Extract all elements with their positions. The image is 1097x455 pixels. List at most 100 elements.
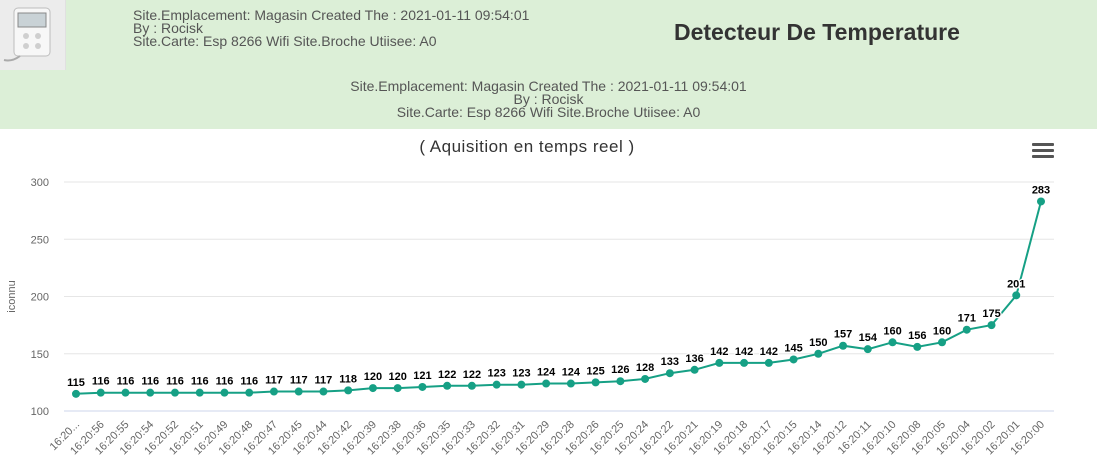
data-label: 124: [562, 367, 581, 379]
data-label: 171: [958, 313, 976, 325]
line-chart: 100150200250300iconnu16:20...16:20:5616:…: [6, 177, 1054, 455]
data-point: [839, 341, 848, 350]
data-label: 175: [982, 308, 1000, 320]
data-label: 116: [216, 376, 234, 388]
data-point: [418, 382, 427, 391]
y-tick-label: 250: [31, 234, 49, 246]
data-point: [814, 349, 823, 358]
data-label: 124: [537, 367, 556, 379]
data-point: [245, 388, 254, 397]
data-label: 133: [661, 356, 679, 368]
data-point: [195, 388, 204, 397]
data-point: [665, 369, 674, 378]
data-point: [616, 377, 625, 386]
data-point: [888, 338, 897, 347]
data-label: 156: [908, 330, 926, 342]
data-label: 116: [92, 376, 110, 388]
data-label: 150: [809, 337, 827, 349]
data-point: [220, 388, 229, 397]
data-point: [938, 338, 947, 347]
data-label: 145: [784, 342, 802, 354]
data-label: 116: [191, 376, 209, 388]
y-tick-label: 300: [31, 177, 49, 189]
data-point: [913, 342, 922, 351]
data-point: [566, 379, 575, 388]
data-point: [269, 387, 278, 396]
data-point: [443, 381, 452, 390]
y-tick-label: 100: [31, 406, 49, 418]
data-point: [962, 325, 971, 334]
data-point: [1037, 197, 1045, 206]
data-point: [96, 388, 105, 397]
y-tick-label: 200: [31, 292, 49, 304]
data-label: 117: [290, 375, 308, 387]
data-label: 122: [463, 369, 481, 381]
chart-container: 100 150 200 250 300 iconnu 16:20... 16:20:56 16:…: [0, 129, 1097, 455]
data-label: 115: [67, 377, 85, 389]
site-info-center: Site.Emplacement: Magasin Created The : …: [0, 78, 1097, 120]
data-label: 117: [315, 375, 333, 387]
data-label: 116: [117, 376, 135, 388]
data-point: [368, 384, 377, 393]
data-point: [1012, 291, 1021, 300]
hamburger-menu-icon[interactable]: [1032, 143, 1054, 161]
data-point: [690, 365, 699, 374]
data-point: [863, 345, 872, 354]
data-point: [344, 386, 353, 395]
data-point: [170, 388, 179, 397]
data-label: 125: [586, 365, 604, 377]
data-label: 154: [859, 332, 878, 344]
data-point: [467, 381, 476, 390]
data-label: 283: [1032, 184, 1050, 196]
data-label: 117: [265, 375, 283, 387]
chart-title: ( Aquisition en temps reel ): [419, 137, 635, 156]
data-label: 142: [710, 346, 728, 358]
y-axis-label: iconnu: [6, 280, 18, 312]
data-label: 123: [487, 368, 505, 380]
page-title: Detecteur De Temperature: [674, 19, 960, 45]
site-location-line: Site.Emplacement: Magasin Created The : …: [133, 7, 530, 23]
site-board-line: Site.Carte: Esp 8266 Wifi Site.Broche Ut…: [396, 104, 701, 120]
data-point: [393, 384, 402, 393]
data-label: 123: [512, 368, 530, 380]
data-point: [492, 380, 501, 389]
data-point: [121, 388, 130, 397]
site-board-line: Site.Carte: Esp 8266 Wifi Site.Broche Ut…: [133, 33, 437, 49]
data-point: [294, 387, 303, 396]
data-point: [319, 387, 328, 396]
data-point: [146, 388, 155, 397]
data-label: 116: [240, 376, 258, 388]
data-label: 160: [883, 325, 901, 337]
data-label: 142: [735, 346, 753, 358]
site-info-left: Site.Emplacement: Magasin Created The : …: [133, 7, 530, 49]
data-label: 128: [636, 362, 654, 374]
data-label: 157: [834, 329, 852, 341]
series-line: [75, 201, 1042, 395]
data-label: 120: [364, 371, 382, 383]
data-label: 201: [1007, 278, 1025, 290]
data-point: [987, 321, 996, 330]
site-author-line: By : Rocisk: [513, 91, 584, 107]
data-point: [715, 358, 724, 367]
data-label: 142: [760, 346, 778, 358]
data-label: 118: [339, 373, 357, 385]
y-tick-label: 150: [31, 349, 49, 361]
data-point: [764, 358, 773, 367]
data-point: [591, 378, 600, 387]
site-location-line: Site.Emplacement: Magasin Created The : …: [350, 78, 747, 94]
data-label: 122: [438, 369, 456, 381]
data-label: 116: [166, 376, 184, 388]
data-point: [517, 380, 526, 389]
data-point: [740, 358, 749, 367]
site-author-line: By : Rocisk: [133, 20, 204, 36]
data-label: 160: [933, 325, 951, 337]
thermometer-device-icon: [0, 0, 66, 70]
data-point: [789, 355, 798, 364]
header-bar: Site.Emplacement: Magasin Created The : …: [0, 0, 1097, 129]
data-label: 121: [413, 370, 431, 382]
data-label: 136: [685, 353, 703, 365]
data-point: [72, 389, 80, 398]
data-label: 120: [388, 371, 406, 383]
data-point: [542, 379, 551, 388]
data-point: [641, 374, 650, 383]
